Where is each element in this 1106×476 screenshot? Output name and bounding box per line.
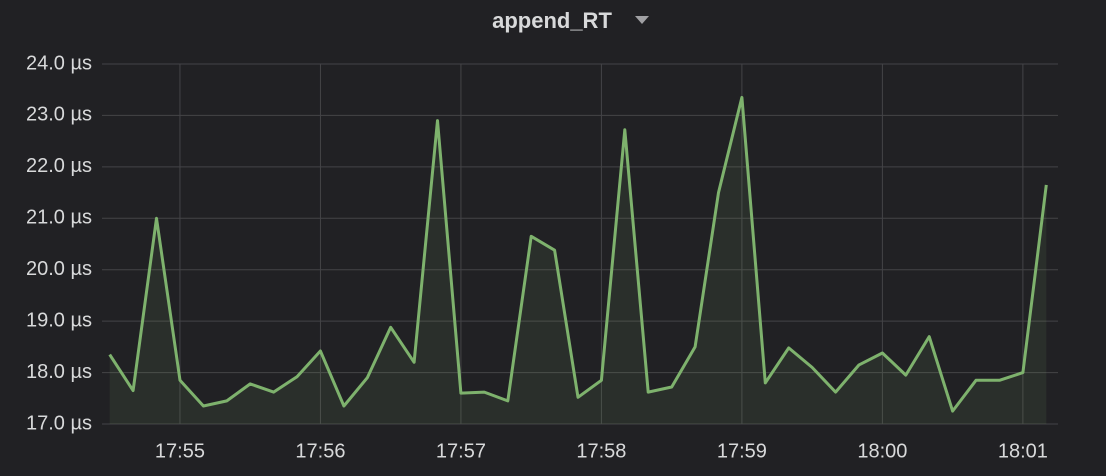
line — [108, 95, 1048, 413]
y-tick-label: 23.0 µs — [26, 104, 92, 126]
x-tick-label: 17:56 — [295, 440, 345, 462]
y-tick-label: 18.0 µs — [26, 361, 92, 383]
panel-title[interactable]: append_RT — [492, 8, 612, 33]
y-tick-label: 21.0 µs — [26, 207, 92, 229]
x-tick-label: 17:59 — [717, 440, 767, 462]
y-tick-label: 17.0 µs — [26, 412, 92, 434]
y-tick-label: 20.0 µs — [26, 258, 92, 280]
x-tick-label: 18:01 — [998, 440, 1048, 462]
x-tick-label: 17:55 — [155, 440, 205, 462]
x-tick-label: 17:57 — [436, 440, 486, 462]
y-tick-label: 24.0 µs — [26, 52, 92, 74]
x-tick-label: 18:00 — [857, 440, 907, 462]
dropdown-caret[interactable] — [635, 16, 649, 24]
y-tick-label: 22.0 µs — [26, 155, 92, 177]
y-tick-label: 19.0 µs — [26, 309, 92, 331]
x-tick-label: 17:58 — [576, 440, 626, 462]
